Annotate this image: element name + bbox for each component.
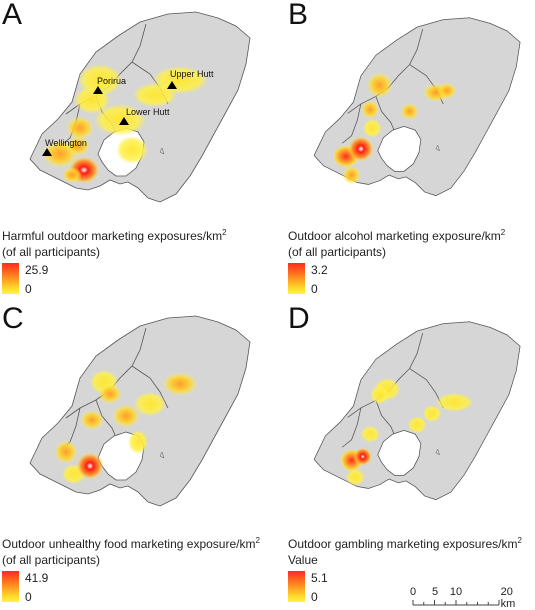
heatmap-map xyxy=(29,315,251,507)
legend-color-bar xyxy=(288,571,305,602)
scale-ruler xyxy=(412,600,500,606)
legend-subtitle: (of all participants) xyxy=(2,245,101,259)
scale-label-20: 20 km xyxy=(500,586,516,610)
place-label-lower-hutt: Lower Hutt xyxy=(126,107,170,117)
panel-a: A Porirua Upper Hutt Lower Hutt Wellingt… xyxy=(0,0,267,304)
legend-title: Outdoor gambling marketing exposures/km2 xyxy=(288,536,522,551)
legend-subtitle: (of all participants) xyxy=(288,245,387,259)
legend-max-value: 3.2 xyxy=(311,263,328,277)
place-label-porirua: Porirua xyxy=(97,76,127,86)
legend-min-value: 0 xyxy=(311,282,318,296)
legend-max-value: 25.9 xyxy=(25,263,49,277)
panel-letter: A xyxy=(2,0,23,31)
panel-letter: D xyxy=(288,302,310,335)
heatmap-map xyxy=(313,321,521,501)
panel-letter: C xyxy=(2,302,24,335)
place-label-upper-hutt: Upper Hutt xyxy=(170,69,214,79)
legend-subtitle: (of all participants) xyxy=(2,553,101,567)
heat-blobs xyxy=(332,72,457,185)
place-label-wellington: Wellington xyxy=(45,138,87,148)
heatmap-map xyxy=(313,17,521,197)
legend-subtitle: Value xyxy=(288,553,318,567)
panel-d: D Outdoor gambling marketing exposures/k… xyxy=(286,302,535,608)
legend-color-bar xyxy=(2,571,19,602)
legend-title: Outdoor alcohol marketing exposure/km2 xyxy=(288,228,506,243)
heatmap-map xyxy=(29,11,251,203)
legend-color-bar xyxy=(2,263,19,294)
scale-label-5: 5 xyxy=(431,586,439,598)
panel-b: B Outdoor alcohol marketing exposure/km2… xyxy=(286,0,535,304)
legend-min-value: 0 xyxy=(311,590,318,604)
panel-letter: B xyxy=(288,0,309,31)
heat-blobs xyxy=(340,377,474,486)
place-markers xyxy=(42,81,177,156)
legend-min-value: 0 xyxy=(25,282,32,296)
scale-bar: 0 5 10 20 km xyxy=(408,586,518,610)
legend-min-value: 0 xyxy=(25,590,32,604)
heat-blobs xyxy=(42,64,208,184)
legend-max-value: 5.1 xyxy=(311,571,328,585)
panel-c: C Outdoor unhealthy food marketing expos… xyxy=(0,302,267,608)
scale-label-10: 10 xyxy=(449,586,463,598)
legend-title: Harmful outdoor marketing exposures/km2 xyxy=(2,228,227,243)
legend-title: Outdoor unhealthy food marketing exposur… xyxy=(2,536,260,551)
legend-color-bar xyxy=(288,263,305,294)
heat-blobs xyxy=(54,370,198,484)
scale-label-0: 0 xyxy=(409,586,417,598)
legend-max-value: 41.9 xyxy=(25,571,49,585)
